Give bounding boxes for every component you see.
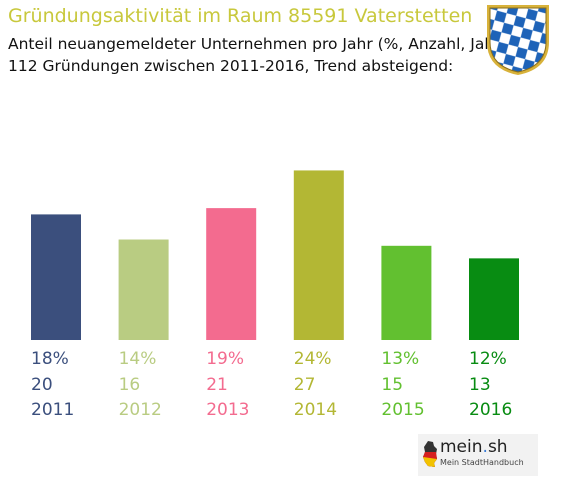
chart-subtitle-line1: Anteil neuangemeldeter Unternehmen pro J… [8,35,507,53]
year-label-2015: 2015 [381,400,424,420]
year-label-2016: 2016 [469,400,512,420]
bar-2014 [293,170,344,340]
chart-subtitle-line2: 112 Gründungen zwischen 2011-2016, Trend… [8,57,454,75]
percent-label-2015: 13% [381,349,419,369]
percent-label-2013: 19% [206,349,244,369]
bavarian-crest-icon [487,5,549,75]
germany-map-icon [423,441,437,467]
percent-label-2016: 12% [469,349,507,369]
bar-2013 [206,208,257,340]
percent-label-2012: 14% [119,349,157,369]
chart-title: Gründungsaktivität im Raum 85591 Vaterst… [8,5,473,27]
count-label-2014: 27 [294,375,316,395]
bar-2016 [469,258,519,340]
mein-sh-logo: mein.sh Mein StadtHandbuch [418,434,538,476]
percent-label-2014: 24% [294,349,332,369]
year-label-2014: 2014 [294,400,337,420]
year-label-2012: 2012 [119,400,162,420]
count-label-2012: 16 [119,375,141,395]
count-label-2015: 15 [381,375,403,395]
logo-wordmark: mein.sh [440,437,508,457]
count-label-2011: 20 [31,375,53,395]
bar-2015 [381,245,432,340]
bar-2012 [118,239,169,340]
count-label-2013: 21 [206,375,228,395]
logo-tagline: Mein StadtHandbuch [440,458,524,467]
count-label-2016: 13 [469,375,491,395]
bar-2011 [31,214,81,340]
year-label-2011: 2011 [31,400,74,420]
year-label-2013: 2013 [206,400,249,420]
percent-label-2011: 18% [31,349,69,369]
